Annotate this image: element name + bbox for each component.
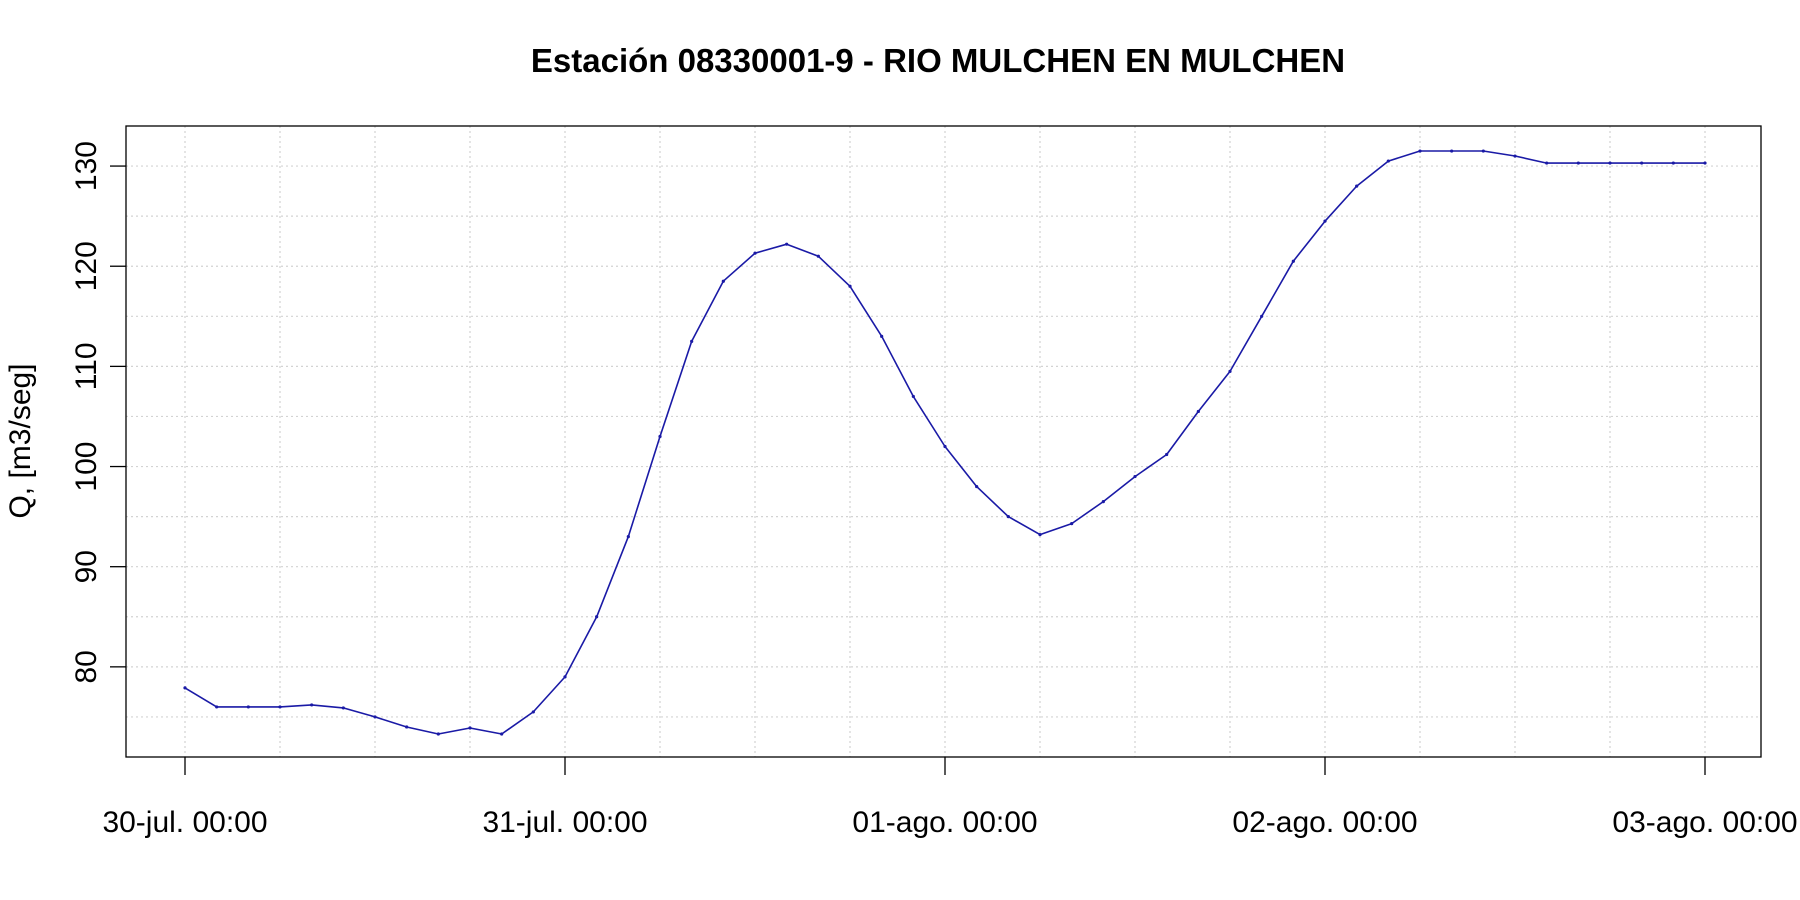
data-point [1070,522,1074,526]
data-point [563,675,567,679]
data-point [595,615,599,619]
y-tick-label: 130 [70,141,103,191]
x-tick-label: 30-jul. 00:00 [102,806,267,839]
data-point [1703,161,1707,165]
y-tick-label: 110 [70,342,103,390]
data-point [690,339,694,343]
data-point [1038,533,1042,537]
x-tick-label: 31-jul. 00:00 [482,806,647,839]
data-point [1545,161,1549,165]
data-point [1260,314,1264,318]
data-point [848,284,852,288]
data-point [785,242,789,246]
data-point [1576,161,1580,165]
data-point [1640,161,1644,165]
data-point [373,715,377,719]
data-point [658,434,662,439]
data-point [880,334,884,338]
data-point [278,705,282,709]
data-point [436,732,440,736]
data-point [753,251,757,255]
x-axis: 30-jul. 00:00 31-jul. 00:00 01-ago. 00:00 0… [102,757,1798,839]
data-point [1196,409,1200,414]
y-tick-label: 100 [70,442,103,492]
y-axis-label: Q, [m3/seg] [4,363,37,518]
data-point [911,394,915,399]
y-tick-label: 80 [70,650,103,683]
data-point [1386,159,1390,163]
data-point [1608,161,1612,165]
data-point [1101,499,1105,504]
y-tick-label: 120 [70,241,103,291]
data-point [531,710,535,714]
y-axis: 80 90 100 110 120 130 [70,141,126,684]
data-point [341,706,345,710]
data-point [468,726,472,730]
x-tick-label: 02-ago. 00:00 [1232,806,1417,839]
data-point [1323,219,1327,223]
data-point [183,686,187,690]
data-point [1450,149,1454,153]
plot-frame [125,125,1762,758]
data-point [500,732,504,736]
data-point [1513,154,1517,158]
data-point [975,484,979,489]
data-point [816,254,820,258]
data-point [310,703,314,707]
data-point [1481,149,1485,153]
chart-title: Estación 08330001-9 - RIO MULCHEN EN MUL… [531,42,1345,79]
data-point [1291,259,1295,263]
data-point [943,444,947,449]
x-tick-label: 01-ago. 00:00 [852,806,1037,839]
x-tick-label: 03-ago. 00:00 [1612,806,1797,839]
data-point [246,705,250,709]
data-point [1165,452,1169,457]
data-point [1418,149,1422,153]
y-tick-label: 90 [70,550,103,583]
data-point [215,705,219,709]
data-point [1671,161,1675,165]
data-point [721,279,725,283]
data-point [1228,369,1232,373]
data-point [626,535,630,539]
data-point [405,725,409,729]
series-layer [183,149,1707,736]
grid [126,126,1761,757]
data-point [1006,515,1010,519]
data-point [1133,474,1137,479]
data-point [1355,184,1359,188]
